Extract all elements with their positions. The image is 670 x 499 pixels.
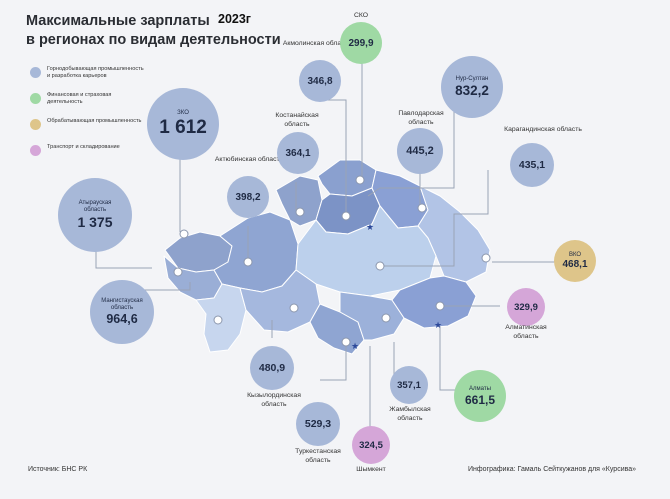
title-line-2: в регионах по видам деятельности (26, 32, 281, 48)
legend-label-finance: Финансовая и страховая деятельность (47, 92, 112, 105)
label-shymkent-text: Шымкент (356, 466, 386, 473)
label-aktobe-text: Актюбинская область (214, 156, 284, 163)
bubble-zko: ЗКО 1 612 (147, 88, 219, 160)
label-karaganda-text: Карагандинская область (504, 126, 582, 133)
dot-sko (355, 175, 365, 185)
value-mangystau: 964,6 (106, 312, 138, 326)
value-atyrau: 1 375 (77, 214, 113, 230)
value-aktobe: 398,2 (235, 191, 261, 203)
bubble-almaty-obl: 329,9 (507, 288, 545, 326)
label-vko: ВКО (568, 252, 582, 258)
value-zhambyl: 357,1 (397, 379, 421, 391)
value-kyzylorda: 480,9 (258, 362, 286, 374)
dot-pavlodar (417, 203, 427, 213)
region-almaty-obl (391, 275, 477, 329)
label-mangystau: Мангистауская область (101, 298, 143, 311)
dot-atyrau (173, 267, 183, 277)
value-vko: 468,1 (562, 259, 588, 270)
value-zko: 1 612 (159, 116, 207, 138)
legend-item-finance: Финансовая и страховая деятельность (30, 92, 145, 112)
value-sko: 299,9 (348, 37, 374, 49)
bubble-akmola: 346,8 (299, 60, 341, 102)
bubble-zhambyl: 357,1 (390, 366, 428, 404)
title-line-1: Максимальные зарплаты (26, 13, 210, 29)
bubble-karaganda: 435,1 (510, 143, 554, 187)
value-kostanay: 364,1 (285, 147, 311, 159)
bubble-turkestan: 529,3 (296, 402, 340, 446)
infographic-credit: Инфографика: Гамаль Сейткужанов для «Кур… (468, 466, 637, 473)
bubble-mangystau: Мангистауская область 964,6 (90, 280, 154, 344)
dot-kyzylorda (289, 303, 299, 313)
star-shymkent: ★ (351, 341, 359, 351)
bubble-shymkent: 324,5 (352, 426, 390, 464)
legend-dot-finance (30, 93, 41, 104)
label-almaty-obl-text: Алматинская область (505, 324, 547, 340)
label-zko: ЗКО (177, 109, 189, 116)
legend-dot-mining (30, 67, 41, 78)
dot-akmola (341, 211, 351, 221)
value-nursultan: 832,2 (455, 83, 489, 98)
value-akmola: 346,8 (307, 75, 333, 87)
label-kostanay-text: Костанайская область (275, 112, 319, 128)
bubble-almaty: Алматы 661,5 (454, 370, 506, 422)
bubble-nursultan: Нур-Султан 832,2 (441, 56, 503, 118)
bubble-kostanay: 364,1 (277, 132, 319, 174)
value-almaty: 661,5 (464, 392, 496, 407)
legend-label-mining: Горнодобывающая промышленность и разрабо… (47, 66, 144, 79)
dot-aktobe (243, 257, 253, 267)
legend: Горнодобывающая промышленность и разрабо… (30, 66, 145, 170)
bubble-kyzylorda: 480,9 (250, 346, 294, 390)
dot-zhambyl (381, 313, 391, 323)
value-almaty-obl: 329,9 (514, 301, 538, 313)
bubble-sko: 299,9 (340, 22, 382, 64)
bubble-pavlodar: 445,2 (397, 128, 443, 174)
label-sko-text: СКО (353, 12, 369, 19)
dot-karaganda (375, 261, 385, 271)
legend-dot-transport (30, 145, 41, 156)
year-label: 2023г (218, 12, 252, 26)
legend-item-mining: Горнодобывающая промышленность и разрабо… (30, 66, 145, 86)
label-zhambyl-text: Жамбылская область (389, 406, 431, 422)
label-nursultan: Нур-Султан (455, 76, 489, 82)
value-karaganda: 435,1 (518, 159, 546, 171)
page-title: Максимальные зарплаты в регионах по вида… (26, 12, 296, 50)
bubble-atyrau: Атырауская область 1 375 (58, 178, 132, 252)
label-turkestan-text: Туркестанская область (295, 448, 341, 464)
legend-label-manufacturing: Обрабатывающая промышленность (47, 118, 142, 124)
dot-kostanay (295, 207, 305, 217)
source-note: Источник: БНС РК (28, 466, 88, 473)
bubble-aktobe: 398,2 (227, 176, 269, 218)
label-atyrau: Атырауская область (78, 200, 112, 213)
region-kyzylorda (239, 269, 321, 333)
dot-vko (481, 253, 491, 263)
legend-item-transport: Транспорт и складирование (30, 144, 145, 164)
label-almaty: Алматы (469, 385, 491, 392)
legend-item-manufacturing: Обрабатывающая промышленность (30, 118, 145, 138)
label-pavlodar-text: Павлодарская область (398, 110, 444, 126)
star-almaty: ★ (434, 320, 442, 330)
value-shymkent: 324,5 (359, 439, 383, 451)
legend-label-transport: Транспорт и складирование (47, 144, 120, 150)
label-kyzylorda-text: Кызылординская область (247, 392, 301, 408)
region-karaganda (295, 205, 437, 297)
legend-dot-manufacturing (30, 119, 41, 130)
region-zhambyl (339, 291, 405, 341)
bubble-vko: ВКО 468,1 (554, 240, 596, 282)
dot-zko (179, 229, 189, 239)
value-turkestan: 529,3 (304, 418, 332, 430)
label-akmola-text: Акмолинская область (282, 40, 352, 47)
value-pavlodar: 445,2 (406, 145, 434, 157)
dot-almaty-obl (435, 301, 445, 311)
dot-turkestan (341, 337, 351, 347)
star-nursultan: ★ (366, 222, 374, 232)
dot-mangystau (213, 315, 223, 325)
